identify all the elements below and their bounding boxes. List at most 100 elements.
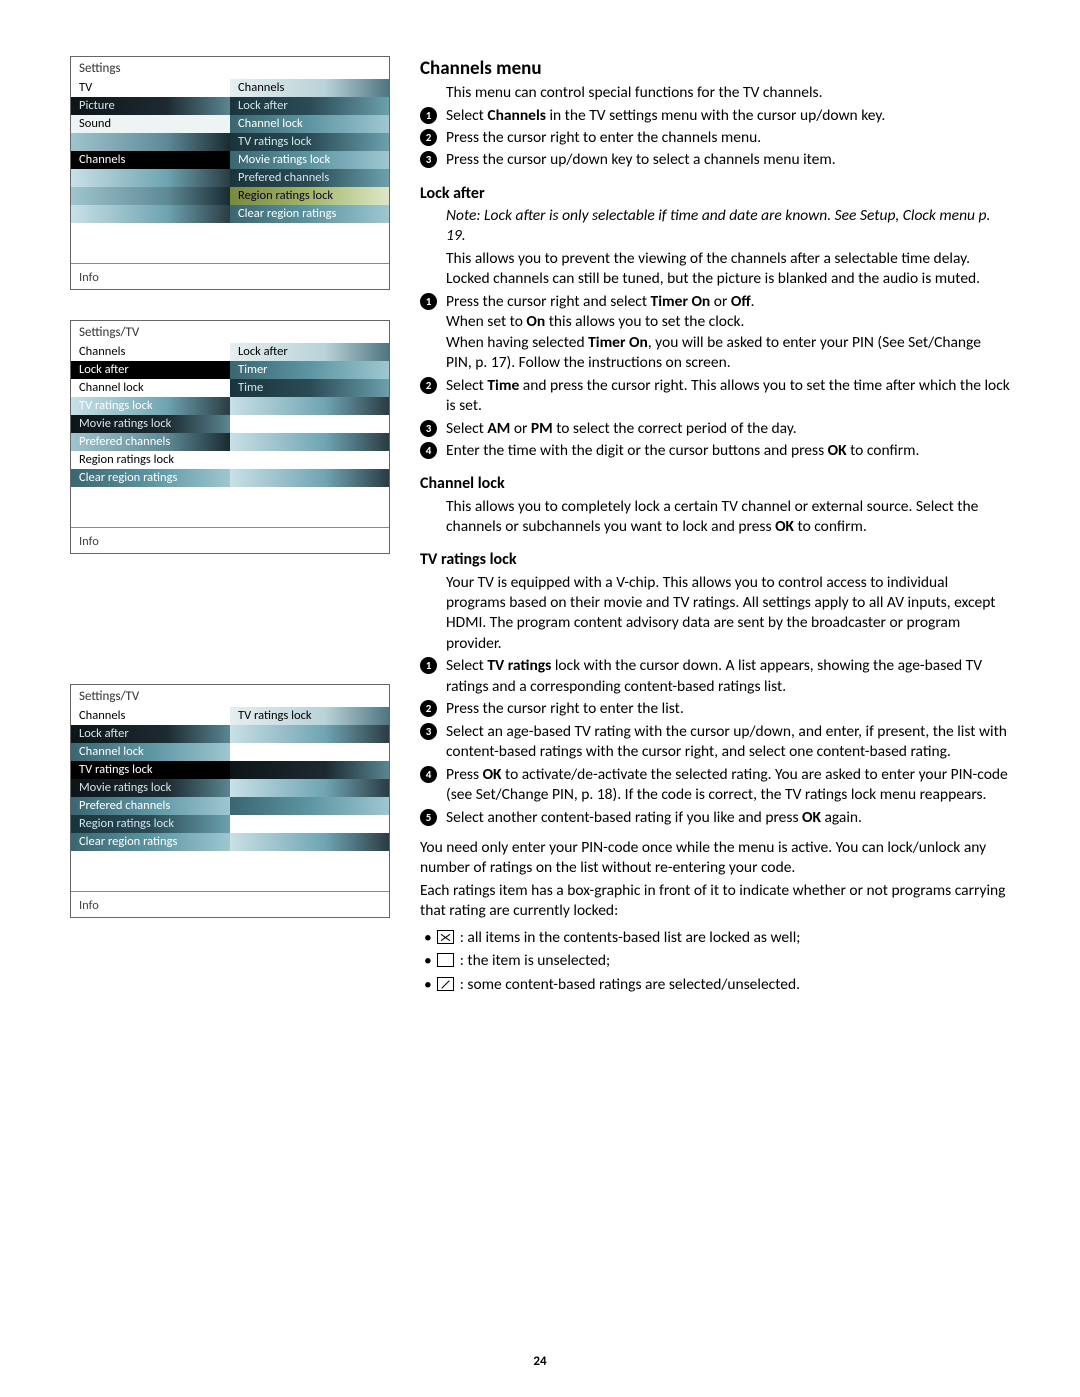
menu-item: Prefered channels — [71, 433, 230, 451]
menu-item: Timer — [230, 361, 389, 379]
para-pin-once: You need only enter your PIN-code once w… — [420, 838, 1010, 879]
para-tv-ratings: Your TV is equipped with a V-chip. This … — [420, 573, 1010, 655]
menu-item: TV ratings lock — [71, 761, 230, 779]
menu-item — [230, 415, 389, 433]
step-text: Select an age-based TV rating with the c… — [446, 722, 1007, 761]
step-item: 4 Press OK to activate/de-activate the se… — [420, 765, 1010, 806]
step-marker: 4 — [420, 766, 437, 783]
menu-item: Channel lock — [71, 743, 230, 761]
step-text: Press OK to activate/de-activate the sel… — [446, 765, 1008, 804]
menu-item — [71, 205, 230, 223]
step-item: 3 Press the cursor up/down key to select … — [420, 150, 1010, 170]
menu-item: Clear region ratings — [230, 205, 389, 223]
step-text: Press the cursor up/down key to select a… — [446, 150, 836, 169]
step-text: Press the cursor right to enter the list… — [446, 699, 684, 718]
step-text: Select AM or PM to select the correct pe… — [446, 419, 797, 438]
step-item: 1Press the cursor right and select Timer… — [420, 292, 1010, 374]
menu-item: Clear region ratings — [71, 469, 230, 487]
step-marker: 1 — [420, 107, 437, 124]
heading-lock-after: Lock after — [420, 183, 1010, 204]
menu-left-col: TVPictureSoundChannels — [71, 79, 230, 241]
menu-item — [71, 133, 230, 151]
step-text: Select TV ratings lock with the cursor d… — [446, 656, 982, 695]
box-list-text: : all items in the contents-based list a… — [460, 928, 801, 947]
menu-item — [230, 743, 389, 761]
step-text: Press the cursor right to enter the chan… — [446, 128, 761, 147]
step-marker: 2 — [420, 377, 437, 394]
step-marker: 2 — [420, 700, 437, 717]
menu-item — [71, 487, 230, 505]
step-item: 1 Select TV ratings lock with the cursor … — [420, 656, 1010, 697]
menu-panel-settings-tv-tvratings: Settings/TV ChannelsLock afterChannel lo… — [70, 684, 390, 918]
menu-item — [230, 833, 389, 851]
step-marker: 4 — [420, 442, 437, 459]
menu-item — [230, 761, 389, 779]
menu-item: Movie ratings lock — [230, 151, 389, 169]
para-lock-after: This allows you to prevent the viewing o… — [420, 249, 1010, 290]
menu-item: Picture — [71, 97, 230, 115]
para-channel-lock: This allows you to completely lock a cer… — [420, 497, 1010, 538]
menu-item — [71, 187, 230, 205]
step-marker: 3 — [420, 420, 437, 437]
menu-item: Lock after — [71, 725, 230, 743]
box-list-text: : the item is unselected; — [460, 951, 610, 970]
menu-item — [230, 469, 389, 487]
menu-item: Lock after — [71, 361, 230, 379]
menu-info: Info — [71, 263, 389, 289]
menu-item: Prefered channels — [71, 797, 230, 815]
step-item: 1Select Channels in the TV settings menu… — [420, 106, 1010, 126]
menu-item: Channel lock — [230, 115, 389, 133]
menu-item: TV ratings lock — [71, 397, 230, 415]
menu-title: Settings/TV — [71, 321, 389, 343]
menu-item — [230, 797, 389, 815]
menu-right-col: ChannelsLock afterChannel lockTV ratings… — [230, 79, 389, 241]
menu-item: Region ratings lock — [230, 187, 389, 205]
step-text: Select Time and press the cursor right. … — [446, 376, 1010, 415]
menu-item: Movie ratings lock — [71, 415, 230, 433]
menu-item: Channels — [71, 707, 230, 725]
menu-item — [230, 223, 389, 241]
menu-item: TV — [71, 79, 230, 97]
menu-item: TV ratings lock — [230, 133, 389, 151]
menu-item — [230, 433, 389, 451]
box-list-item: • : the item is unselected; — [420, 951, 1010, 971]
menu-item — [71, 851, 230, 869]
intro-text: This menu can control special functions … — [420, 83, 1010, 103]
menu-item — [230, 397, 389, 415]
menu-item — [230, 451, 389, 469]
menu-panel-settings-tv-lockafter: Settings/TV ChannelsLock afterChannel lo… — [70, 320, 390, 554]
heading-channels-menu: Channels menu — [420, 56, 1010, 81]
heading-tv-ratings-lock: TV ratings lock — [420, 549, 1010, 570]
box-list-text: : some content-based ratings are selecte… — [460, 975, 800, 994]
menu-title: Settings — [71, 57, 389, 79]
menu-panel-settings: Settings TVPictureSoundChannels Channels… — [70, 56, 390, 290]
step-marker: 5 — [420, 809, 437, 826]
menu-item: Channels — [71, 151, 230, 169]
menu-item: Region ratings lock — [71, 815, 230, 833]
step-marker: 3 — [420, 151, 437, 168]
menu-item: Channel lock — [71, 379, 230, 397]
menu-item — [230, 779, 389, 797]
menu-item — [230, 725, 389, 743]
step-text: Select another content-based rating if y… — [446, 808, 862, 827]
menu-item — [71, 169, 230, 187]
menu-item — [230, 487, 389, 505]
menu-title: Settings/TV — [71, 685, 389, 707]
menu-info: Info — [71, 527, 389, 553]
step-marker: 3 — [420, 723, 437, 740]
step-item: 5 Select another content-based rating if … — [420, 808, 1010, 828]
step-marker: 1 — [420, 657, 437, 674]
menu-item: Prefered channels — [230, 169, 389, 187]
box-glyph-empty-icon — [437, 953, 454, 967]
menu-item: Region ratings lock — [71, 451, 230, 469]
step-item: 3 Select an age-based TV rating with the … — [420, 722, 1010, 763]
step-marker: 2 — [420, 129, 437, 146]
menu-item: Movie ratings lock — [71, 779, 230, 797]
para-box-graphic: Each ratings item has a box-graphic in f… — [420, 881, 1010, 922]
step-item: 2 Select Time and press the cursor right.… — [420, 376, 1010, 417]
menu-item: Clear region ratings — [71, 833, 230, 851]
box-glyph-cross-icon — [437, 930, 454, 944]
note-lock-after: Note: Lock after is only selectable if t… — [420, 206, 1010, 247]
menu-item — [230, 851, 389, 869]
step-item: 4Enter the time with the digit or the cu… — [420, 441, 1010, 461]
